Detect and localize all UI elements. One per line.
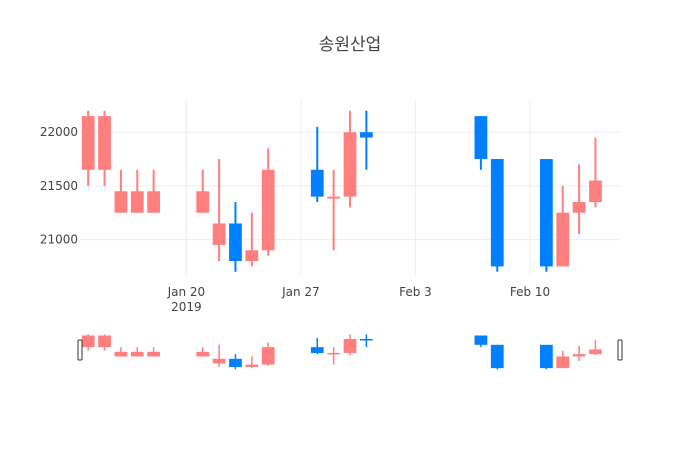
candles-layer[interactable]	[81, 110, 602, 272]
range-slider-candle-body	[114, 351, 128, 357]
range-slider-candle	[261, 342, 275, 366]
candle[interactable]	[261, 148, 275, 256]
candle[interactable]	[589, 137, 602, 208]
candle-body	[261, 169, 275, 251]
range-slider-candle-body	[147, 351, 161, 357]
range-slider-candle-body	[572, 354, 586, 357]
range-slider-candle	[359, 334, 373, 348]
candle[interactable]	[556, 185, 570, 267]
x-tick-label: Feb 10	[510, 285, 550, 299]
range-slider-candle-body	[196, 351, 210, 357]
y-tick-label: 21500	[40, 179, 78, 193]
range-slider-candle	[114, 347, 128, 357]
candle[interactable]	[310, 126, 324, 202]
range-slider-candle-body	[229, 358, 242, 367]
range-slider-candle-body	[327, 352, 341, 355]
candle-body	[98, 116, 111, 170]
range-slider-candle-body	[359, 338, 373, 341]
range-slider-candle	[572, 345, 586, 362]
range-slider-candles	[81, 334, 602, 370]
range-slider-candle	[98, 334, 111, 351]
range-slider-candle	[147, 347, 161, 357]
range-slider-candle-body	[556, 356, 570, 369]
range-slider-candle	[343, 334, 357, 356]
x-tick-sublabel: 2019	[171, 300, 202, 314]
range-slider-candle	[556, 350, 570, 369]
candle-body	[130, 191, 144, 213]
chart-title: 송원산업	[319, 35, 382, 55]
x-tick-label: Jan 27	[281, 285, 320, 299]
candle[interactable]	[245, 212, 259, 267]
candle[interactable]	[229, 201, 242, 272]
candle[interactable]	[572, 164, 586, 235]
y-axis: 21000 21500 22000	[40, 125, 78, 246]
candle-body	[196, 191, 210, 213]
range-slider-candle-body	[261, 347, 275, 365]
range-slider-candle-body	[490, 344, 504, 369]
range-slider-handle-right[interactable]	[617, 339, 623, 361]
candle[interactable]	[81, 110, 95, 186]
candle[interactable]	[327, 169, 341, 251]
candle[interactable]	[114, 169, 128, 213]
candle-body	[245, 250, 259, 262]
range-slider-candle-body	[98, 335, 111, 348]
range-slider-candle	[245, 356, 259, 369]
range-slider-candle	[589, 340, 602, 356]
range-slider-candle-body	[212, 358, 226, 364]
candle-body	[556, 212, 570, 267]
range-slider-candle	[310, 337, 324, 355]
candle-body	[490, 159, 504, 267]
candle-body	[539, 159, 553, 267]
candle-body	[81, 116, 95, 170]
range-slider-candle-body	[130, 351, 144, 357]
range-slider-candle	[490, 344, 504, 370]
candle[interactable]	[474, 116, 488, 170]
range-slider-candle-body	[245, 364, 259, 367]
candle-body	[572, 201, 586, 213]
candle[interactable]	[343, 110, 357, 208]
range-slider-candle	[229, 354, 242, 370]
candle[interactable]	[490, 159, 504, 272]
candle-body	[229, 223, 242, 262]
candle-body	[474, 116, 488, 160]
range-slider-candle-body	[539, 344, 553, 369]
range-slider-candle-body	[589, 349, 602, 355]
candle[interactable]	[359, 110, 373, 170]
candle[interactable]	[130, 169, 144, 213]
candle-body	[359, 132, 373, 138]
candle[interactable]	[196, 169, 210, 213]
candle-body	[327, 196, 341, 199]
candle[interactable]	[539, 159, 553, 272]
candle-body	[114, 191, 128, 213]
range-slider-handle-left[interactable]	[77, 339, 83, 361]
range-slider-candle-body	[310, 347, 324, 353]
range-slider-candle-body	[474, 335, 488, 345]
y-tick-label: 22000	[40, 125, 78, 139]
range-slider-candle	[212, 344, 226, 367]
candle[interactable]	[147, 169, 161, 213]
range-slider-candle	[327, 347, 341, 365]
y-tick-label: 21000	[40, 233, 78, 247]
candle-body	[147, 191, 161, 213]
range-slider-candle	[130, 347, 144, 357]
candle[interactable]	[212, 159, 226, 262]
range-slider-candle	[81, 334, 95, 351]
range-slider[interactable]	[77, 328, 623, 374]
range-slider-candle-body	[81, 335, 95, 348]
range-slider-candle-body	[343, 338, 357, 353]
candle[interactable]	[98, 110, 111, 186]
x-tick-label: Jan 20	[167, 285, 206, 299]
candle-body	[589, 180, 602, 202]
range-slider-candle	[539, 344, 553, 370]
candle-body	[310, 169, 324, 197]
x-tick-label: Feb 3	[399, 285, 432, 299]
candle-body	[343, 132, 357, 197]
candle-body	[212, 223, 226, 245]
range-slider-candle	[196, 347, 210, 357]
range-slider-candle	[474, 335, 488, 348]
